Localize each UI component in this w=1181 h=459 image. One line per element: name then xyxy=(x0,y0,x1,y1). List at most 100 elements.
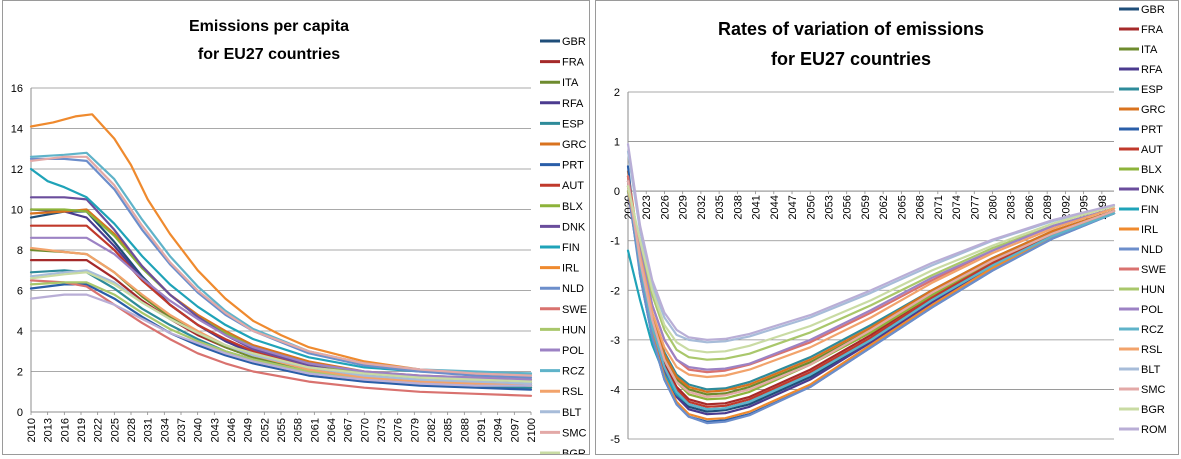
x-tick-label: 2100 xyxy=(526,418,538,442)
series-line-pol xyxy=(29,236,533,381)
x-tick-label: 2044 xyxy=(769,195,781,219)
x-tick-label: 2041 xyxy=(751,195,763,219)
x-tick-label: 2035 xyxy=(714,195,726,219)
legend-label-gbr: GBR xyxy=(562,36,586,48)
legend-label-aut: AUT xyxy=(1141,144,1163,156)
chart-title-line-1: Emissions per capita xyxy=(189,18,349,35)
x-tick-label: 2010 xyxy=(26,418,38,442)
legend-label-dnk: DNK xyxy=(562,221,586,233)
x-tick-label: 2055 xyxy=(276,418,288,442)
legend-label-prt: PRT xyxy=(1141,124,1163,136)
x-tick-label: 2043 xyxy=(209,418,221,442)
x-tick-label: 2097 xyxy=(509,418,521,442)
legend-label-hun: HUN xyxy=(1141,284,1165,296)
y-tick-label: -4 xyxy=(610,384,620,396)
x-tick-label: 2086 xyxy=(1024,195,1036,219)
legend-label-grc: GRC xyxy=(562,139,587,151)
legend-label-nld: NLD xyxy=(1141,244,1163,256)
x-tick-label: 2049 xyxy=(243,418,255,442)
rates-of-variation-chart: Rates of variation of emissions for EU27 … xyxy=(610,4,1167,446)
x-tick-label: 2092 xyxy=(1060,195,1072,219)
x-tick-label: 2071 xyxy=(933,195,945,219)
x-tick-label: 2077 xyxy=(969,195,981,219)
legend-label-rcz: RCZ xyxy=(562,366,585,378)
series-line-grc xyxy=(626,170,1116,393)
y-tick-label: -1 xyxy=(610,236,620,248)
legend-label-smc: SMC xyxy=(1141,384,1166,396)
x-tick-label: 2076 xyxy=(393,418,405,442)
x-tick-label: 2029 xyxy=(678,195,690,219)
y-tick-label: 0 xyxy=(17,407,23,419)
series-line-rsl xyxy=(626,185,1116,379)
legend-label-fin: FIN xyxy=(562,242,580,254)
legend-label-ita: ITA xyxy=(562,77,579,89)
x-tick-label: 2091 xyxy=(476,418,488,442)
chart-title-line-2: for EU27 countries xyxy=(771,49,931,69)
series-line-swe xyxy=(29,279,533,397)
x-tick-label: 2047 xyxy=(787,195,799,219)
legend-label-dnk: DNK xyxy=(1141,184,1165,196)
legend-label-grc: GRC xyxy=(1141,104,1166,116)
x-tick-label: 2052 xyxy=(259,418,271,442)
legend-label-fra: FRA xyxy=(562,57,585,69)
series-line-pol xyxy=(626,185,1116,371)
x-tick-label: 2067 xyxy=(343,418,355,442)
legend-label-prt: PRT xyxy=(562,160,584,172)
legend-label-swe: SWE xyxy=(562,304,587,316)
legend-label-fra: FRA xyxy=(1141,24,1164,36)
legend-label-swe: SWE xyxy=(1141,264,1166,276)
x-tick-label: 2058 xyxy=(293,418,305,442)
x-tick-label: 2079 xyxy=(409,418,421,442)
series-line-blt xyxy=(626,150,1116,344)
legend-label-hun: HUN xyxy=(562,324,586,336)
series-line-rom xyxy=(626,143,1116,341)
x-tick-label: 2040 xyxy=(193,418,205,442)
x-tick-label: 2016 xyxy=(59,418,71,442)
legend-label-blt: BLT xyxy=(1141,364,1161,376)
x-tick-label: 2046 xyxy=(226,418,238,442)
y-tick-label: 0 xyxy=(614,186,620,198)
x-tick-label: 2059 xyxy=(860,195,872,219)
legend-label-blx: BLX xyxy=(562,201,583,213)
legend-label-blt: BLT xyxy=(562,407,582,419)
legend-label-pol: POL xyxy=(562,345,584,357)
series-line-hun xyxy=(626,190,1116,361)
legend-label-ita: ITA xyxy=(1141,44,1158,56)
x-tick-label: 2074 xyxy=(951,195,963,219)
x-tick-label: 2061 xyxy=(309,418,321,442)
x-tick-label: 2032 xyxy=(696,195,708,219)
y-tick-label: 4 xyxy=(17,326,23,338)
x-tick-label: 2073 xyxy=(376,418,388,442)
x-tick-label: 2038 xyxy=(732,195,744,219)
x-tick-label: 2053 xyxy=(823,195,835,219)
y-tick-label: 6 xyxy=(17,286,23,298)
legend-label-irl: IRL xyxy=(562,263,579,275)
series-line-rcz xyxy=(626,180,1116,411)
legend-label-rfa: RFA xyxy=(562,98,584,110)
legend-label-nld: NLD xyxy=(562,283,584,295)
x-tick-label: 2050 xyxy=(805,195,817,219)
legend-label-rom: ROM xyxy=(1141,424,1167,436)
x-tick-label: 2080 xyxy=(988,195,1000,219)
legend-label-rcz: RCZ xyxy=(1141,324,1164,336)
x-tick-label: 2089 xyxy=(1042,195,1054,219)
x-tick-label: 2088 xyxy=(459,418,471,442)
chart-title-line-1: Rates of variation of emissions xyxy=(718,19,984,39)
x-tick-label: 2085 xyxy=(443,418,455,442)
legend-label-esp: ESP xyxy=(562,118,584,130)
legend-label-rsl: RSL xyxy=(562,386,583,398)
x-tick-label: 2023 xyxy=(641,195,653,219)
x-tick-label: 2034 xyxy=(159,418,171,442)
x-tick-label: 2026 xyxy=(659,195,671,219)
series-line-nld xyxy=(626,185,1116,425)
x-tick-label: 2037 xyxy=(176,418,188,442)
y-tick-label: 2 xyxy=(17,367,23,379)
series-line-rom xyxy=(29,293,533,387)
x-tick-label: 2065 xyxy=(896,195,908,219)
chart-title-line-2: for EU27 countries xyxy=(198,46,340,63)
y-tick-label: 8 xyxy=(17,245,23,257)
y-tick-label: -5 xyxy=(610,434,620,446)
series-line-prt xyxy=(29,283,533,391)
series-line-irl xyxy=(29,113,533,377)
